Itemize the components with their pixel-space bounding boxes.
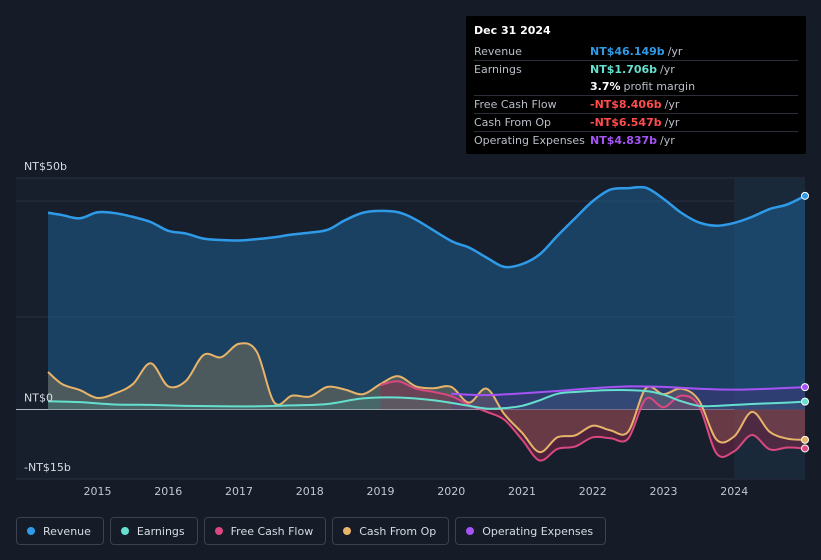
- legend-label: Cash From Op: [359, 524, 437, 538]
- opex-line: [451, 385, 806, 397]
- tooltip-label: Cash From Op: [474, 116, 552, 129]
- tooltip-unit: /yr: [667, 45, 683, 58]
- fcf-end-marker: [801, 444, 809, 453]
- tooltip-row-revenue: Revenue NT$46.149b /yr: [474, 43, 798, 60]
- earnings-end-marker: [801, 397, 809, 406]
- tooltip-row-earnings: Earnings NT$1.706b /yr: [474, 60, 798, 78]
- x-tick-label: 2018: [296, 485, 324, 498]
- x-tick-label: 2023: [650, 485, 678, 498]
- legend-label: Free Cash Flow: [230, 524, 314, 538]
- tooltip-unit: /yr: [664, 116, 680, 129]
- legend-label: Revenue: [43, 524, 91, 538]
- x-tick-label: 2024: [720, 485, 748, 498]
- legend-dot-icon: [466, 527, 475, 535]
- tooltip-value: -NT$8.406b: [590, 98, 662, 111]
- y-tick-label: -NT$15b: [24, 461, 71, 474]
- tooltip-row-opex: Operating Expenses NT$4.837b /yr: [474, 131, 798, 149]
- earnings-line: [47, 389, 806, 410]
- cfo-end-marker: [801, 435, 809, 444]
- series-end-markers: [801, 191, 809, 453]
- legend-dot-icon: [214, 527, 223, 535]
- x-tick-label: 2021: [508, 485, 536, 498]
- cfo-area: [48, 343, 805, 453]
- revenue-area: [48, 186, 805, 410]
- tooltip-value: 3.7%: [590, 80, 621, 93]
- legend-free-cash-flow[interactable]: Free Cash Flow: [203, 517, 327, 545]
- x-tick-label: 2017: [225, 485, 253, 498]
- cfo-line: [47, 342, 806, 454]
- revenue-end-marker: [801, 191, 809, 200]
- y-tick-label: NT$0: [24, 392, 53, 405]
- fcf-line: [380, 380, 806, 462]
- tooltip-value: NT$4.837b: [590, 134, 658, 147]
- x-tick-label: 2016: [154, 485, 182, 498]
- legend-cash-from-op[interactable]: Cash From Op: [332, 517, 450, 545]
- series-areas: [48, 186, 805, 461]
- legend-operating-expenses[interactable]: Operating Expenses: [455, 517, 607, 545]
- tooltip-value: NT$1.706b: [590, 63, 658, 76]
- tooltip-label: Operating Expenses: [474, 134, 585, 147]
- tooltip-row-fcf: Free Cash Flow -NT$8.406b /yr: [474, 95, 798, 113]
- y-tick-label: NT$50b: [24, 160, 67, 173]
- tooltip-label: Revenue: [474, 45, 522, 58]
- legend-label: Operating Expenses: [482, 524, 594, 538]
- tooltip-unit: /yr: [660, 134, 675, 147]
- tooltip-row-margin: 3.7% profit margin: [474, 78, 798, 95]
- tooltip-value: -NT$6.547b: [590, 116, 662, 129]
- legend-dot-icon: [120, 527, 129, 535]
- tooltip-label: Free Cash Flow: [474, 98, 557, 111]
- tooltip-unit: /yr: [664, 98, 680, 111]
- tooltip-label: Earnings: [474, 63, 522, 76]
- hover-tooltip: Dec 31 2024 Revenue NT$46.149b /yr Earni…: [466, 16, 806, 154]
- tooltip-value: NT$46.149b: [590, 45, 665, 58]
- x-tick-label: 2022: [579, 485, 607, 498]
- legend-earnings[interactable]: Earnings: [109, 517, 198, 545]
- x-axis-labels: 2015 2016 2017 2018 2019 2020 2021 2022 2023 2024: [84, 485, 749, 498]
- legend-dot-icon: [27, 527, 35, 535]
- legend-revenue[interactable]: Revenue: [16, 517, 104, 545]
- x-tick-label: 2020: [437, 485, 465, 498]
- legend-label: Earnings: [136, 524, 185, 538]
- series-lines: [47, 185, 806, 462]
- chart-legend: Revenue Earnings Free Cash Flow Cash Fro…: [16, 517, 607, 545]
- legend-dot-icon: [343, 527, 352, 535]
- tooltip-unit: /yr: [660, 63, 675, 76]
- fcf-area: [380, 381, 805, 461]
- x-tick-label: 2019: [367, 485, 395, 498]
- tooltip-date: Dec 31 2024: [474, 24, 551, 37]
- opex-area: [451, 386, 805, 410]
- y-axis-labels: NT$50b NT$0 -NT$15b: [24, 160, 71, 474]
- tooltip-row-cfo: Cash From Op -NT$6.547b /yr: [474, 113, 798, 131]
- tooltip-unit: profit margin: [623, 80, 696, 93]
- x-tick-label: 2015: [84, 485, 112, 498]
- opex-end-marker: [801, 383, 809, 392]
- revenue-line: [47, 185, 806, 269]
